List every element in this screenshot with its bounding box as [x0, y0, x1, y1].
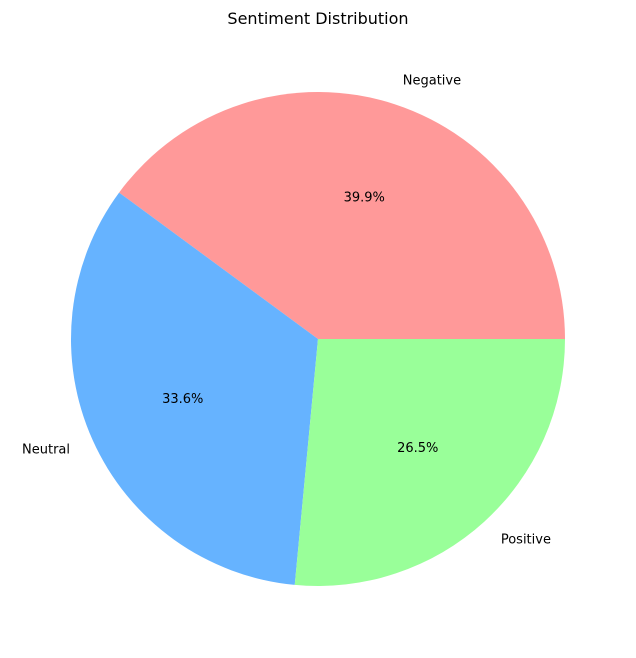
pie-slice-neutral [70, 192, 319, 585]
pie-slice-negative [119, 91, 565, 339]
category-label-neutral: Neutral [22, 443, 70, 458]
category-label-positive: Positive [501, 532, 551, 547]
percent-label-negative: 39.9% [344, 191, 385, 206]
category-label-negative: Negative [403, 73, 461, 88]
percent-label-neutral: 33.6% [162, 392, 203, 407]
pie-slices [70, 91, 565, 586]
pie-slice-positive [294, 339, 565, 586]
chart-title: Sentiment Distribution [227, 9, 408, 28]
percent-label-positive: 26.5% [397, 441, 438, 456]
pie-labels: 39.9% Negative 33.6% Neutral 26.5% Positive [22, 73, 551, 547]
